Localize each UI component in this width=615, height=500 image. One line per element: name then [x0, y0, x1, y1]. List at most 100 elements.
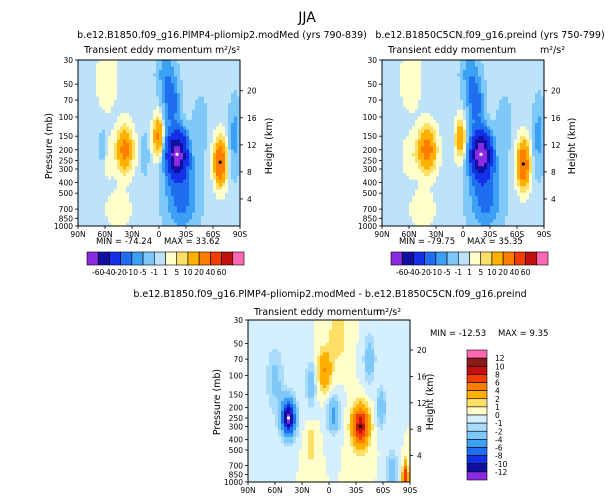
field-cell	[478, 159, 482, 164]
field-cell	[111, 73, 115, 77]
field-cell	[105, 76, 109, 81]
field-cell	[222, 216, 226, 220]
field-cell	[153, 182, 157, 187]
field-cell	[397, 103, 401, 107]
field-cell	[189, 219, 193, 224]
field-cell	[207, 166, 211, 170]
field-cell	[412, 109, 416, 114]
field-cell	[150, 99, 154, 104]
field-cell	[526, 189, 530, 194]
field-cell	[499, 156, 503, 160]
field-cell	[502, 133, 506, 137]
field-cell	[460, 123, 464, 127]
field-cell	[502, 143, 506, 147]
field-cell	[213, 123, 217, 127]
field-cell	[237, 209, 241, 214]
field-cell	[204, 172, 208, 177]
field-cell	[475, 99, 479, 104]
field-cell	[415, 129, 419, 134]
field-cell	[102, 119, 106, 124]
field-cell	[460, 149, 464, 154]
field-cell	[219, 83, 223, 87]
field-cell	[126, 156, 130, 160]
field-cell	[538, 123, 542, 127]
field-cell	[451, 186, 455, 190]
field-cell	[84, 86, 88, 91]
field-cell	[210, 63, 214, 68]
field-cell	[201, 109, 205, 114]
field-cell	[204, 222, 208, 227]
field-cell	[499, 146, 503, 151]
field-cell	[409, 116, 413, 121]
colorbar-label: -20	[115, 268, 127, 277]
field-cell	[126, 212, 130, 217]
field-cell	[529, 79, 533, 84]
field-cell	[159, 79, 163, 84]
field-cell	[460, 162, 464, 167]
field-cell	[484, 129, 488, 134]
field-cell	[385, 63, 389, 68]
field-cell	[529, 166, 533, 170]
field-cell	[78, 156, 82, 160]
field-cell	[135, 69, 139, 74]
field-cell	[177, 116, 181, 121]
field-cell	[382, 63, 386, 68]
field-cell	[231, 172, 235, 177]
field-cell	[475, 73, 479, 77]
field-cell	[481, 106, 485, 111]
field-cell	[108, 216, 112, 220]
field-cell	[162, 66, 166, 71]
field-cell	[174, 216, 178, 220]
field-cell	[442, 63, 446, 68]
field-cell	[126, 186, 130, 190]
field-cell	[406, 93, 410, 97]
field-cell	[427, 192, 431, 197]
field-cell	[237, 73, 241, 77]
field-cell	[234, 136, 238, 141]
field-cell	[406, 76, 410, 81]
field-cell	[463, 99, 467, 104]
field-cell	[171, 99, 175, 104]
field-cell	[189, 212, 193, 217]
field-cell	[382, 186, 386, 190]
field-cell	[135, 60, 139, 64]
field-cell	[496, 99, 500, 104]
field-cell	[457, 83, 461, 87]
field-cell	[523, 189, 527, 194]
field-cell	[228, 169, 232, 174]
field-cell	[523, 129, 527, 134]
field-cell	[219, 126, 223, 131]
field-cell	[120, 66, 124, 71]
field-cell	[427, 133, 431, 137]
field-cell	[108, 172, 112, 177]
field-cell	[84, 60, 88, 64]
field-cell	[93, 159, 97, 164]
field-cell	[454, 169, 458, 174]
field-cell	[478, 99, 482, 104]
field-cell	[120, 109, 124, 114]
field-cell	[222, 86, 226, 91]
field-cell	[487, 192, 491, 197]
field-cell	[195, 106, 199, 111]
field-cell	[502, 186, 506, 190]
field-cell	[409, 60, 413, 64]
field-cell	[126, 99, 130, 104]
field-cell	[183, 216, 187, 220]
field-cell	[508, 103, 512, 107]
field-cell	[234, 202, 238, 207]
panel-1-title: b.e12.B1850.f09_g16.PlMP4-pliomip2.modMe…	[77, 30, 367, 41]
field-cell	[526, 146, 530, 151]
field-cell	[108, 103, 112, 107]
field-cell	[129, 182, 133, 187]
field-cell	[418, 152, 422, 157]
field-cell	[529, 189, 533, 194]
field-cell	[165, 60, 169, 64]
field-cell	[445, 152, 449, 157]
field-cell	[493, 116, 497, 121]
field-cell	[219, 123, 223, 127]
field-cell	[180, 109, 184, 114]
field-cell	[231, 152, 235, 157]
field-cell	[520, 133, 524, 137]
field-cell	[162, 133, 166, 137]
field-cell	[90, 143, 94, 147]
